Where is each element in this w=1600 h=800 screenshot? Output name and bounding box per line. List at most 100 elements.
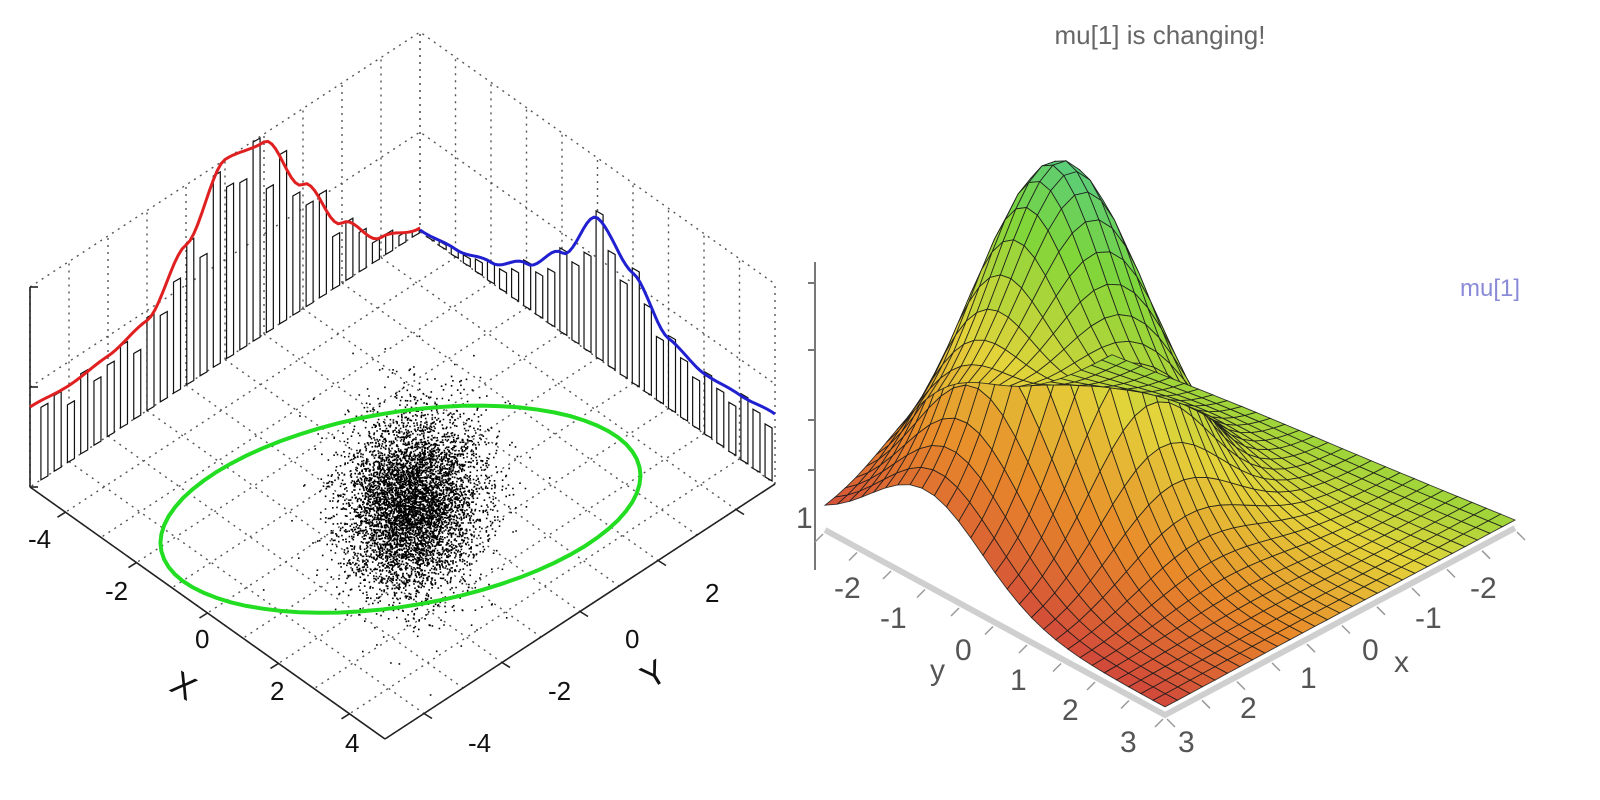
y-axis-tick	[735, 508, 745, 516]
histogram-bar-y	[535, 270, 544, 320]
histogram-bar-x	[133, 348, 142, 421]
histogram-bar-x	[172, 277, 182, 395]
wall-grid-line	[29, 31, 776, 288]
x-tick-label: 0	[1362, 634, 1379, 667]
histogram-bar-y	[728, 401, 737, 457]
histogram-bar-y	[764, 422, 773, 482]
histogram-bar-x	[199, 252, 208, 377]
y-axis-tick	[1018, 644, 1028, 654]
floor-grid-line	[100, 281, 492, 538]
floor-grid-line	[68, 460, 425, 715]
floor-grid-line	[263, 333, 620, 587]
histogram-bar-y	[643, 302, 652, 397]
x-axis-tick	[1341, 624, 1351, 635]
histogram-bar-y	[692, 375, 701, 431]
floor-grid-line	[349, 458, 740, 715]
y-axis-tick	[1052, 662, 1062, 673]
histogram-bar-x	[252, 137, 261, 343]
x-axis-tick	[128, 561, 137, 569]
y-tick-label: -4	[468, 728, 491, 758]
histogram-bar-y	[619, 279, 628, 380]
x-tick-label: 2	[1240, 692, 1257, 725]
y-axis-tick	[916, 588, 926, 599]
histogram-bar-y	[583, 251, 592, 354]
histogram-bar-y	[462, 253, 471, 268]
y-axis-tick	[501, 661, 511, 669]
x-tick-label: 4	[345, 728, 359, 758]
x-tick-label: 1	[1300, 662, 1317, 695]
confidence-ellipse	[158, 403, 643, 615]
z-tick-label: 1	[796, 502, 813, 535]
y-axis-tick	[984, 625, 994, 636]
histogram-bar-x	[225, 182, 235, 360]
histogram-bar-x	[186, 237, 195, 386]
legend-label: mu[1]	[1460, 275, 1520, 302]
x-axis-tick	[1376, 606, 1386, 616]
floor-grid-line	[380, 256, 737, 511]
x-tick-label: -4	[28, 524, 51, 554]
y-axis-tick	[950, 607, 960, 617]
histogram-bar-x	[345, 217, 354, 282]
histogram-bar-x	[358, 227, 367, 273]
x-tick-label: -2	[1470, 572, 1497, 605]
x-axis-tick	[1271, 662, 1281, 672]
x-axis-tick	[1516, 531, 1526, 541]
x-axis-tick	[1166, 718, 1176, 728]
histogram-bar-y	[498, 267, 508, 294]
y-axis-tick	[423, 712, 433, 720]
histogram-bar-y	[716, 387, 725, 448]
x-tick-label: 2	[270, 676, 284, 706]
y-tick-label: 2	[705, 578, 719, 608]
histogram-bar-x	[212, 170, 221, 369]
histogram-bar-y	[655, 335, 665, 405]
surface-mesh	[823, 160, 1517, 708]
y-tick-label: -2	[834, 572, 861, 605]
x-axis-tick	[1236, 681, 1246, 691]
y-axis-tick	[579, 610, 589, 618]
floor-grid-line	[302, 307, 659, 562]
histogram-bar-x	[80, 368, 89, 455]
x-axis-label: X	[164, 664, 203, 708]
y-tick-label: 0	[625, 624, 639, 654]
chart-title: mu[1] is changing!	[1054, 20, 1265, 50]
marginal-density-curve-x	[29, 139, 421, 409]
y-axis-tick	[657, 559, 667, 567]
surface-base-edges	[814, 525, 1526, 728]
y-axis-tick	[848, 551, 858, 562]
x-axis-tick	[1411, 587, 1421, 597]
marginal-histogram-bars	[40, 137, 773, 482]
histogram-bar-x	[239, 177, 248, 351]
y-tick-label: 3	[1120, 726, 1137, 759]
x-axis-label: x	[1394, 646, 1409, 679]
x-axis-tick	[199, 612, 208, 619]
histogram-bar-y	[523, 258, 532, 311]
y-axis-tick	[814, 533, 824, 543]
x-axis-tick	[1446, 568, 1456, 578]
histogram-bar-x	[371, 237, 381, 265]
x-axis-tick	[1201, 699, 1211, 709]
histogram-bar-x	[146, 312, 155, 412]
x-axis-tick	[1306, 643, 1316, 653]
x-axis-tick	[341, 713, 350, 720]
histogram-bar-x	[332, 231, 341, 291]
surface-base-edge	[823, 525, 1517, 719]
y-tick-label: -2	[548, 676, 571, 706]
y-axis-tick	[882, 570, 892, 580]
histogram-bar-y	[679, 356, 689, 423]
surface-patch	[1100, 354, 1128, 366]
floor-grid-line	[313, 433, 705, 690]
floor-grid-line	[242, 382, 634, 639]
histogram-bar-y	[667, 334, 677, 414]
histogram-bar-x	[119, 340, 129, 429]
histogram-bar-x	[106, 360, 115, 438]
x-tick-label: 3	[1178, 726, 1195, 759]
floor-grid-line	[185, 384, 542, 638]
histogram-bar-y	[571, 260, 580, 345]
histogram-bar-y	[474, 257, 483, 277]
x-tick-label: -1	[1415, 602, 1442, 635]
x-axis-tick	[1481, 550, 1491, 560]
y-tick-label: -1	[880, 602, 907, 635]
y-axis-tick	[1154, 718, 1164, 728]
y-tick-label: 2	[1062, 694, 1079, 727]
histogram-bar-x	[93, 375, 102, 447]
